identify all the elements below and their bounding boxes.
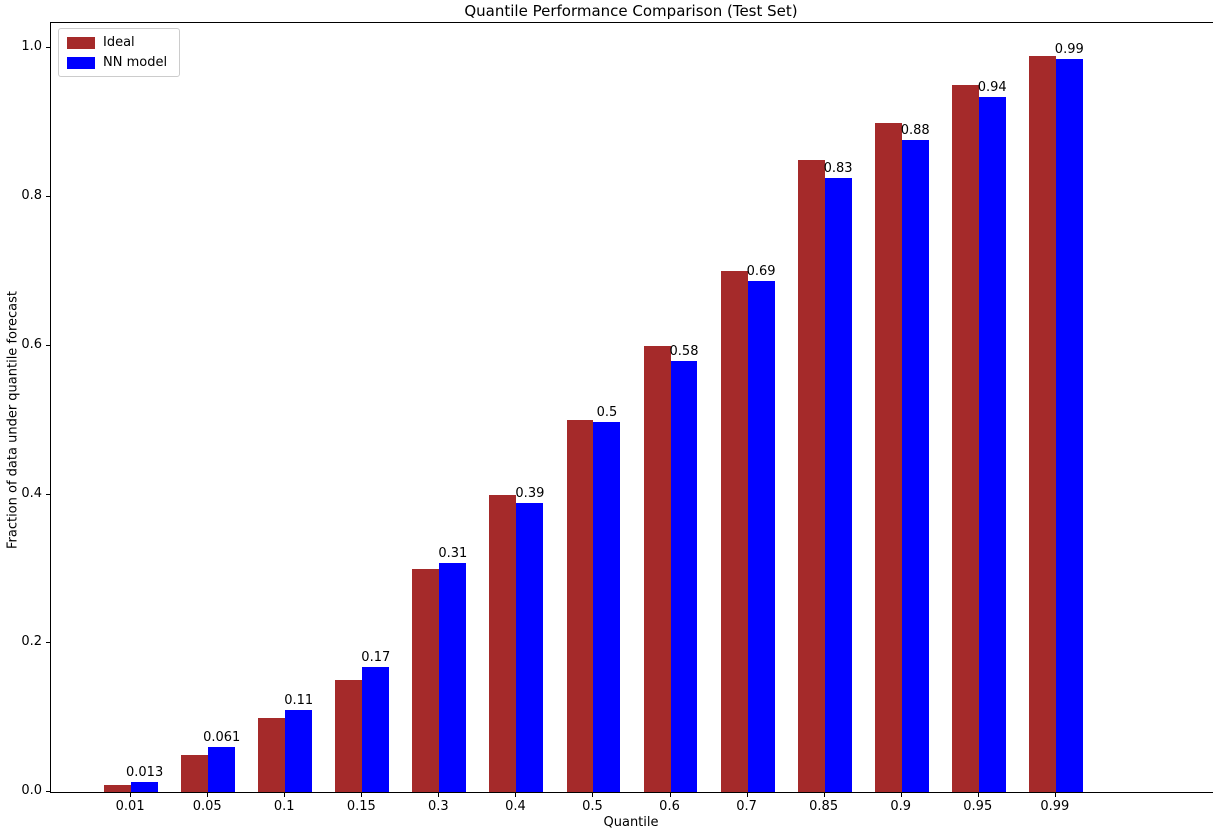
bar-value-label: 0.39: [515, 486, 545, 502]
bar-value-label: 0.31: [438, 545, 468, 561]
legend-swatch-icon: [67, 56, 95, 69]
x-tick-label: 0.95: [963, 799, 993, 814]
y-tick-label: 0.0: [21, 783, 42, 798]
x-tick-label: 0.1: [273, 799, 295, 814]
legend-row: NN model: [67, 55, 167, 70]
plot-area: 0.013 0.061 0.11 0.17 0.31 0.39 0.5 0.58 0.69 0.8…: [50, 22, 1213, 793]
bar-ideal: [104, 784, 132, 792]
y-tick-mark: [46, 493, 50, 495]
y-tick-label: 1.0: [21, 39, 42, 55]
x-tick-label: 0.01: [115, 799, 145, 814]
bar-value-label: 0.061: [203, 729, 241, 745]
bar-value-label: 0.94: [977, 79, 1007, 95]
bar-ideal: [797, 159, 825, 792]
bar-ideal: [643, 345, 671, 792]
x-tick-mark: [977, 793, 979, 797]
x-tick-mark: [669, 793, 671, 797]
legend-label: Ideal: [103, 35, 135, 50]
bar-ideal: [489, 494, 517, 792]
x-tick-label: 0.3: [428, 799, 449, 814]
x-tick-label: 0.4: [505, 799, 526, 814]
bar-ideal: [566, 420, 594, 792]
x-tick-mark: [515, 793, 517, 797]
x-tick-label: 0.15: [346, 799, 376, 814]
legend-row: Ideal: [67, 35, 167, 50]
x-tick-mark: [361, 793, 363, 797]
bar-nn-model: [978, 96, 1006, 792]
bar-value-label: 0.88: [900, 122, 930, 138]
bar-nn-model: [131, 782, 159, 792]
bar-nn-model: [593, 422, 621, 792]
y-tick-label: 0.8: [21, 188, 42, 204]
y-tick-mark: [46, 791, 50, 792]
bar-nn-model: [901, 139, 929, 792]
x-tick-mark: [207, 793, 209, 797]
x-tick-label: 0.99: [1040, 799, 1070, 814]
y-tick-label: 0.4: [21, 485, 42, 501]
bar-ideal: [951, 85, 979, 792]
bar-ideal: [335, 680, 363, 792]
bar-nn-model: [516, 503, 544, 792]
bar-nn-model: [439, 562, 467, 792]
bar-ideal: [720, 271, 748, 792]
bar-ideal: [1028, 55, 1056, 792]
y-tick-label: 0.2: [21, 634, 42, 650]
legend: Ideal NN model: [58, 28, 181, 77]
y-axis-label: Fraction of data under quantile forecast: [5, 290, 21, 550]
legend-swatch-icon: [67, 36, 95, 49]
bar-value-label: 0.17: [361, 650, 391, 666]
x-tick-mark: [900, 793, 902, 797]
bar-ideal: [874, 122, 902, 792]
bar-nn-model: [1055, 59, 1083, 792]
bar-value-label: 0.99: [1054, 42, 1084, 58]
bar-nn-model: [285, 710, 313, 792]
bar-nn-model: [747, 281, 775, 792]
bar-nn-model: [824, 177, 852, 792]
bar-ideal: [181, 754, 209, 792]
bar-ideal: [412, 568, 440, 792]
y-tick-label: 0.6: [21, 336, 42, 352]
bar-value-label: 0.5: [596, 405, 618, 421]
x-tick-mark: [284, 793, 286, 797]
chart-title: Quantile Performance Comparison (Test Se…: [464, 2, 798, 20]
x-axis-label: Quantile: [603, 815, 659, 830]
bar-ideal: [258, 717, 286, 792]
bar-value-label: 0.58: [669, 343, 699, 359]
x-tick-mark: [438, 793, 440, 797]
bar-nn-model: [362, 667, 390, 792]
x-tick-label: 0.7: [736, 799, 757, 814]
x-tick-label: 0.9: [890, 799, 912, 814]
x-tick-mark: [1054, 793, 1056, 797]
x-tick-label: 0.6: [659, 799, 680, 814]
bar-nn-model: [208, 746, 236, 792]
bar-value-label: 0.013: [126, 765, 164, 781]
x-tick-label: 0.05: [192, 799, 222, 814]
bar-value-label: 0.69: [746, 264, 776, 280]
bar-value-label: 0.11: [284, 693, 314, 709]
bar-value-label: 0.83: [823, 160, 853, 176]
x-tick-label: 0.85: [809, 799, 839, 814]
x-tick-mark: [746, 793, 748, 797]
x-tick-mark: [823, 793, 825, 797]
bar-nn-model: [670, 360, 698, 792]
x-tick-label: 0.5: [582, 799, 603, 814]
x-tick-mark: [592, 793, 594, 797]
y-tick-mark: [46, 642, 50, 644]
y-tick-mark: [46, 47, 50, 49]
legend-label: NN model: [103, 55, 168, 70]
y-tick-mark: [46, 344, 50, 346]
x-tick-mark: [130, 793, 132, 797]
y-tick-mark: [46, 196, 50, 198]
